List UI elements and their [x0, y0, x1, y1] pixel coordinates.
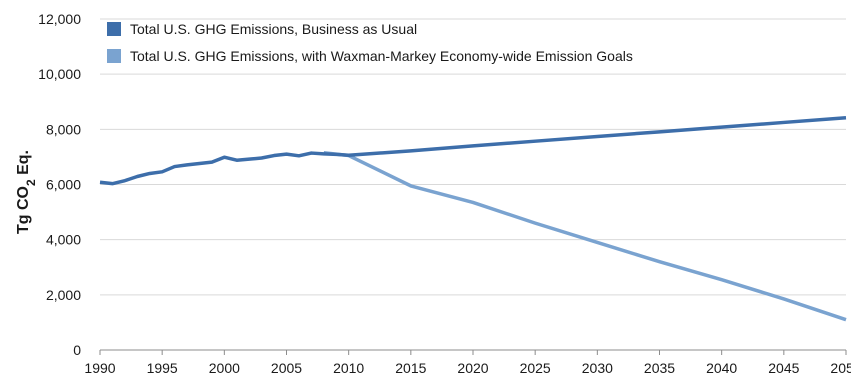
grid-lines — [100, 18, 846, 296]
x-tick-label: 2015 — [395, 360, 426, 376]
y-tick-label: 10,000 — [38, 66, 81, 82]
y-tick-label: 6,000 — [46, 177, 81, 193]
x-tick-label: 2000 — [209, 360, 240, 376]
x-tick-label: 1995 — [147, 360, 178, 376]
x-tick-label: 2030 — [582, 360, 613, 376]
x-tick-label: 2020 — [457, 360, 488, 376]
y-tick-label: 0 — [73, 342, 81, 358]
y-axis-title-tail: Eq. — [15, 150, 32, 179]
y-tick-label: 12,000 — [38, 11, 81, 27]
y-axis-title-subscript: 2 — [24, 179, 38, 186]
x-tick-label: 2010 — [333, 360, 364, 376]
x-axis: 1990 1995 2000 2005 2010 2015 2020 2025 2030 2035… — [84, 349, 851, 376]
legend-label: Total U.S. GHG Emissions, with Waxman-Ma… — [130, 48, 633, 64]
x-tick-label: 2035 — [644, 360, 675, 376]
series-line-0 — [323, 151, 847, 322]
series-line-1 — [99, 116, 847, 186]
y-tick-label: 2,000 — [46, 287, 81, 303]
y-axis-title: Tg CO2 Eq. — [15, 150, 38, 234]
y-axis: 0 2,000 4,000 6,000 8,000 10,000 12,000 — [38, 11, 81, 358]
x-tick-label: 2040 — [706, 360, 737, 376]
x-tick-label: 2005 — [271, 360, 302, 376]
legend-swatch — [107, 22, 121, 36]
x-tick-label: 1990 — [84, 360, 115, 376]
series-lines — [99, 116, 847, 322]
x-tick-label: 2045 — [768, 360, 799, 376]
y-tick-label: 8,000 — [46, 121, 81, 137]
legend-label: Total U.S. GHG Emissions, Business as Us… — [130, 21, 417, 37]
legend: Total U.S. GHG Emissions, Business as Us… — [107, 21, 633, 64]
y-axis-title-main: Tg CO — [15, 186, 32, 234]
legend-swatch — [107, 49, 121, 63]
x-tick-label: 2025 — [520, 360, 551, 376]
x-tick-label: 2050 — [830, 360, 851, 376]
y-tick-label: 4,000 — [46, 232, 81, 248]
